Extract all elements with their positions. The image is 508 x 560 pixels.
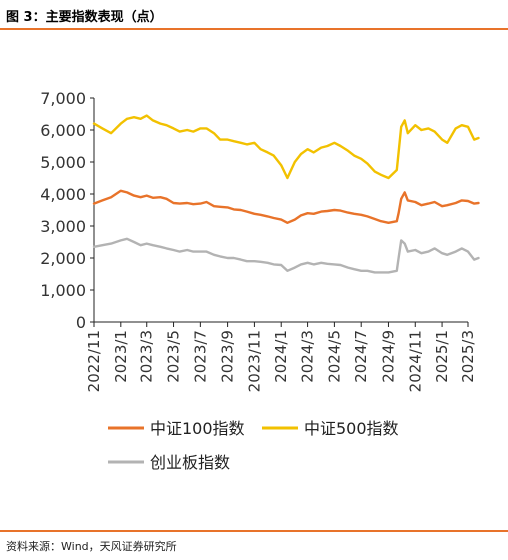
x-tick-label: 2023/1 (112, 330, 130, 383)
title-rule (0, 28, 508, 30)
source-note: 资料来源：Wind，天风证券研究所 (6, 540, 177, 553)
legend-label-3: 创业板指数 (150, 453, 230, 472)
legend-label-1: 中证100指数 (150, 419, 245, 438)
series-line-3 (92, 237, 480, 274)
x-tick-label: 2023/3 (138, 330, 156, 383)
x-tick-label: 2023/7 (191, 330, 209, 383)
x-tick-label: 2025/1 (433, 330, 451, 383)
chart: 0 1,000 2,000 3,000 4,000 5,000 6,000 7,000 2022… (40, 89, 480, 472)
figure-title: 图 3：主要指数表现（点） (6, 10, 163, 25)
y-tick-label: 5,000 (40, 153, 86, 172)
x-tick-label: 2023/9 (219, 330, 237, 383)
x-tick-label: 2024/5 (325, 330, 343, 383)
bottom-rule (0, 530, 508, 532)
x-tick-label: 2024/7 (352, 330, 370, 383)
x-tick-label: 2024/3 (299, 330, 317, 383)
legend-label-2: 中证500指数 (304, 419, 399, 438)
y-tick-label: 1,000 (40, 281, 86, 300)
y-tick-label: 4,000 (40, 185, 86, 204)
x-tick-label: 2024/11 (406, 330, 424, 392)
series-line-1 (92, 189, 480, 225)
y-tick-label: 2,000 (40, 249, 86, 268)
x-tick-label: 2024/1 (272, 330, 290, 383)
x-tick-label: 2025/3 (459, 330, 477, 383)
y-tick-label: 3,000 (40, 217, 86, 236)
x-tick-label: 2024/9 (379, 330, 397, 383)
series-line-2 (92, 114, 480, 180)
y-tick-label: 6,000 (40, 121, 86, 140)
x-tick-label: 2022/11 (85, 330, 103, 392)
x-tick-label: 2023/5 (165, 330, 183, 383)
x-tick-label: 2023/11 (245, 330, 263, 392)
y-tick-label: 0 (76, 313, 86, 332)
y-tick-label: 7,000 (40, 89, 86, 108)
